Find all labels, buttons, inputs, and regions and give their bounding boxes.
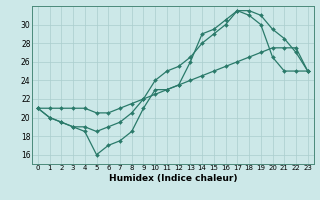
X-axis label: Humidex (Indice chaleur): Humidex (Indice chaleur) — [108, 174, 237, 183]
